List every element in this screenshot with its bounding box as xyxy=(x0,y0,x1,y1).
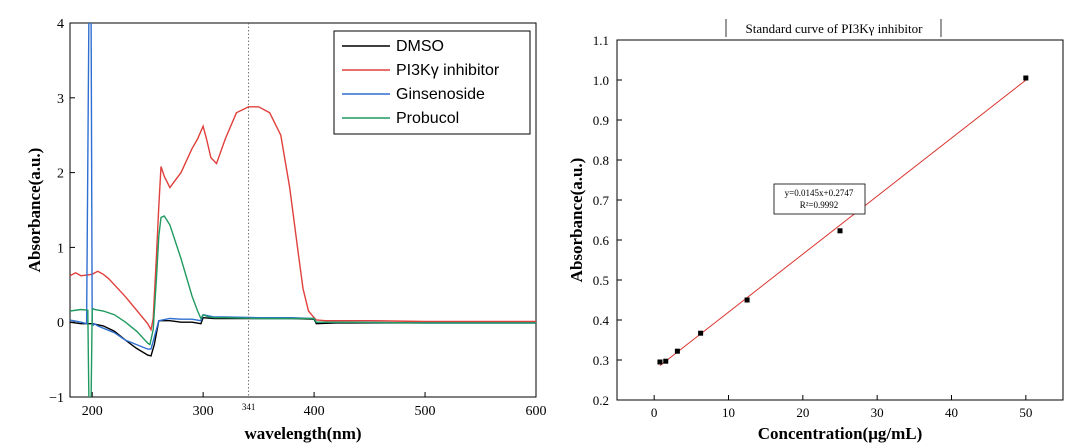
y-tick-label: −1 xyxy=(49,391,64,406)
data-point xyxy=(674,348,680,354)
data-point xyxy=(1023,75,1029,81)
data-points-group xyxy=(657,75,1029,365)
y-tick-label: 4 xyxy=(57,17,64,32)
data-point xyxy=(744,297,750,303)
y-tick-label: 0.2 xyxy=(593,393,609,408)
data-point xyxy=(663,358,669,364)
x-tick-label: 0 xyxy=(651,405,658,420)
left-legend: DMSO PI3Kγ inhibitor Ginsenoside Probucol xyxy=(333,30,531,135)
data-point xyxy=(837,228,843,234)
y-tick-label: 0.5 xyxy=(593,273,609,288)
x-tick-label: 300 xyxy=(193,404,214,419)
r-squared-text: R²=0.9992 xyxy=(800,200,839,210)
y-tick-label: 0.3 xyxy=(593,353,609,368)
left-plot-frame xyxy=(69,22,537,398)
right-plot-frame xyxy=(616,39,1064,401)
series-line-ginsenoside xyxy=(70,23,536,350)
x-tick-label: 500 xyxy=(415,404,436,419)
left-y-axis-title: Absorbance(a.u.) xyxy=(25,148,44,273)
x-tick-label: 50 xyxy=(1019,405,1032,420)
equation-box xyxy=(773,183,866,215)
series-line-probucol xyxy=(70,215,536,397)
y-tick-label: 0 xyxy=(57,316,64,331)
right-chart-title: Standard curve of PI3Kγ inhibitor xyxy=(746,21,924,36)
x-tick-label: 200 xyxy=(82,404,103,419)
y-tick-label: 3 xyxy=(57,92,64,107)
legend-label-probucol: Probucol xyxy=(396,110,459,127)
left-x-axis-title: wavelength(nm) xyxy=(244,424,361,443)
x-tick-label: 30 xyxy=(871,405,884,420)
legend-label-pi3k-inhibitor: PI3Kγ inhibitor xyxy=(396,62,500,79)
x-tick-label: 20 xyxy=(796,405,809,420)
x-tick-label: 10 xyxy=(722,405,735,420)
y-tick-label: 1.1 xyxy=(593,33,609,48)
y-tick-label: 0.9 xyxy=(593,113,609,128)
right-x-ticks: 0 10 20 30 40 50 xyxy=(651,395,1032,420)
y-tick-label: 2 xyxy=(57,167,64,182)
y-tick-label: 0.6 xyxy=(593,233,610,248)
left-x-ticks: 200 300 400 500 600 xyxy=(82,392,547,419)
left-y-ticks: −1 0 1 2 3 4 xyxy=(49,17,75,406)
right-y-axis-title: Absorbance(a.u.) xyxy=(567,158,586,283)
legend-label-ginsenoside: Ginsenoside xyxy=(396,86,485,103)
right-y-ticks: 0.2 0.3 0.4 0.5 0.6 0.7 0.8 0.9 1.0 1.1 xyxy=(593,33,622,408)
reference-line-label: 341 xyxy=(242,402,256,412)
y-tick-label: 0.8 xyxy=(593,153,609,168)
y-tick-label: 1 xyxy=(57,241,64,256)
x-tick-label: 600 xyxy=(526,404,547,419)
data-point xyxy=(657,359,663,365)
y-tick-label: 0.7 xyxy=(593,193,610,208)
legend-label-dmso: DMSO xyxy=(396,38,444,55)
y-tick-label: 0.4 xyxy=(593,313,610,328)
series-line-pi3k-inhibitor xyxy=(70,106,536,332)
fit-line-group xyxy=(659,79,1027,366)
standard-curve-chart: Standard curve of PI3Kγ inhibitor 0 10 20 3… xyxy=(567,19,1064,443)
absorbance-spectrum-chart: 341 200 300 400 500 600 −1 0 1 2 3 4 wavelength(n… xyxy=(25,17,547,443)
y-tick-label: 1.0 xyxy=(593,73,609,88)
left-series-group xyxy=(70,23,536,397)
x-tick-label: 40 xyxy=(945,405,958,420)
legend-box xyxy=(333,30,531,135)
equation-text: y=0.0145x+0.2747 xyxy=(785,188,854,198)
left-reference-line-group: 341 xyxy=(242,23,256,412)
right-x-axis-title: Concentration(μg/mL) xyxy=(758,424,923,443)
x-tick-label: 400 xyxy=(304,404,325,419)
data-point xyxy=(698,330,704,336)
fit-line xyxy=(659,79,1027,366)
